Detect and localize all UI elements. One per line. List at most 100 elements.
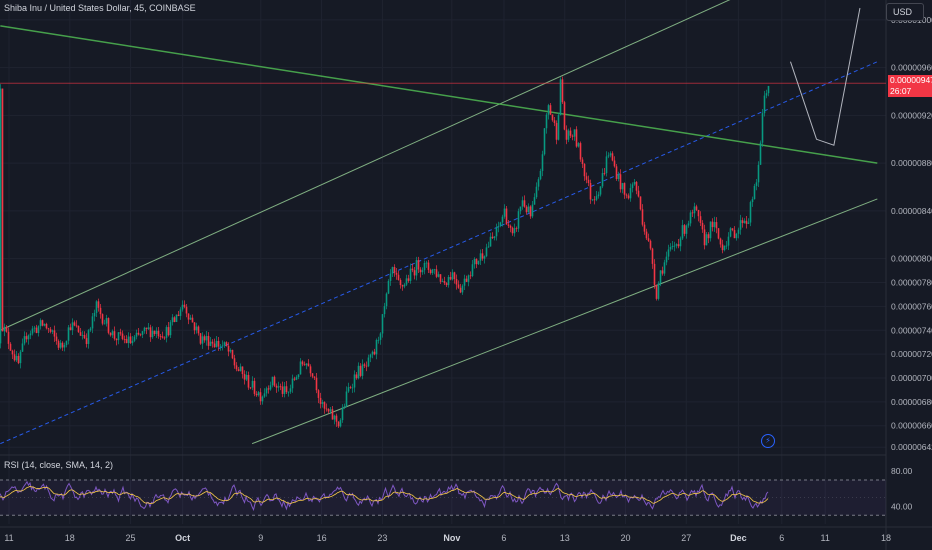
candle-body <box>39 320 42 327</box>
candle <box>537 177 540 191</box>
candle <box>351 383 354 393</box>
candle <box>305 363 308 370</box>
candle-body <box>547 105 550 115</box>
candle <box>623 182 626 199</box>
candle <box>577 142 580 148</box>
candle-body <box>7 331 10 344</box>
candle-body <box>661 270 664 274</box>
candle <box>729 227 732 238</box>
candle <box>493 236 496 241</box>
candle-body <box>645 231 648 239</box>
time-tick-label: 20 <box>620 533 630 543</box>
candle-body <box>685 225 688 234</box>
candlestick-series[interactable] <box>0 76 770 429</box>
candle-body <box>127 336 130 344</box>
candle-body <box>737 229 740 234</box>
candle <box>17 353 20 365</box>
candle-body <box>81 335 84 336</box>
candle-body <box>601 173 604 187</box>
candle-body <box>275 385 278 388</box>
candle <box>535 182 538 199</box>
candle-body <box>711 221 714 228</box>
candle-body <box>63 345 66 348</box>
candle <box>209 336 212 347</box>
candle-body <box>85 338 88 344</box>
symbol-title[interactable]: Shiba Inu / United States Dollar, 45, CO… <box>4 3 196 13</box>
candle <box>163 336 166 340</box>
candle-body <box>125 339 128 344</box>
candle <box>101 313 104 326</box>
candle-body <box>665 256 668 263</box>
candle-body <box>227 345 230 352</box>
candle <box>663 259 666 276</box>
candle-body <box>167 327 170 336</box>
candle <box>509 224 512 233</box>
candle-body <box>239 366 242 372</box>
candle-body <box>471 264 474 276</box>
candle-body <box>121 333 124 339</box>
candle <box>379 332 382 345</box>
candle <box>645 228 648 241</box>
candle <box>311 373 314 379</box>
candle <box>369 353 372 363</box>
candle <box>205 330 208 346</box>
candle <box>371 350 374 359</box>
candle-body <box>493 236 496 239</box>
lightning-icon[interactable]: ⚡ <box>761 434 775 448</box>
candle-body <box>245 374 248 380</box>
candle <box>87 329 90 349</box>
candle-body <box>41 320 44 326</box>
candle-body <box>443 281 446 284</box>
candle-body <box>483 256 486 259</box>
candle <box>275 383 278 393</box>
candle-body <box>757 164 760 183</box>
candle <box>381 314 384 338</box>
candle-body <box>523 200 526 207</box>
candle <box>301 360 304 367</box>
candle-body <box>695 206 698 210</box>
currency-button[interactable]: USD <box>886 3 924 21</box>
candle <box>501 214 504 227</box>
candle <box>613 156 616 168</box>
candle <box>151 326 154 339</box>
candle-body <box>597 194 600 197</box>
candle-body <box>599 186 602 195</box>
candle-body <box>505 208 508 225</box>
candle-body <box>157 330 160 337</box>
candle-body <box>583 163 586 177</box>
candle <box>389 269 392 286</box>
rsi-title[interactable]: RSI (14, close, SMA, 14, 2) <box>4 460 114 470</box>
candle <box>401 284 404 291</box>
candle-body <box>71 322 74 331</box>
candle <box>287 391 290 397</box>
candle-body <box>165 327 168 338</box>
candle-body <box>691 212 694 214</box>
candle-body <box>337 421 340 427</box>
candle-body <box>123 338 126 340</box>
candle-body <box>489 236 492 247</box>
candle <box>23 331 26 346</box>
candle <box>0 84 2 349</box>
candle <box>131 336 134 346</box>
candle <box>701 220 704 233</box>
candle <box>633 178 636 186</box>
candle-body <box>513 228 516 234</box>
candle-body <box>139 334 142 336</box>
candle <box>765 89 768 99</box>
candle <box>597 191 600 199</box>
candle <box>339 418 342 428</box>
candle <box>97 298 100 312</box>
time-tick-label: 18 <box>65 533 75 543</box>
candle-body <box>53 330 56 337</box>
candle <box>721 239 724 254</box>
candle-body <box>621 183 624 190</box>
candle <box>279 383 282 391</box>
candle <box>349 385 352 389</box>
candle <box>237 367 240 372</box>
candle-body <box>561 79 564 103</box>
candle-body <box>539 170 542 180</box>
candle-body <box>315 377 318 391</box>
candle-body <box>243 374 246 380</box>
time-tick-label: 27 <box>681 533 691 543</box>
